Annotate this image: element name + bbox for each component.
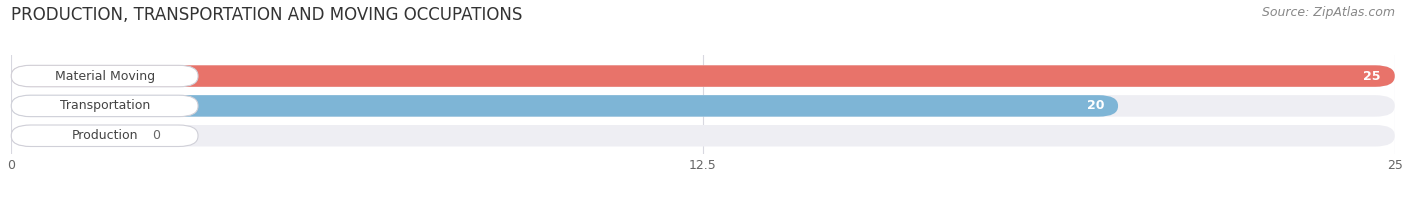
FancyBboxPatch shape bbox=[11, 95, 1395, 117]
FancyBboxPatch shape bbox=[11, 125, 136, 147]
Text: 20: 20 bbox=[1087, 99, 1104, 112]
Text: 25: 25 bbox=[1364, 70, 1381, 83]
Text: Source: ZipAtlas.com: Source: ZipAtlas.com bbox=[1261, 6, 1395, 19]
FancyBboxPatch shape bbox=[11, 65, 198, 87]
FancyBboxPatch shape bbox=[11, 65, 1395, 87]
FancyBboxPatch shape bbox=[11, 125, 198, 147]
FancyBboxPatch shape bbox=[11, 95, 1118, 117]
Text: Transportation: Transportation bbox=[59, 99, 150, 112]
FancyBboxPatch shape bbox=[11, 95, 198, 117]
Text: PRODUCTION, TRANSPORTATION AND MOVING OCCUPATIONS: PRODUCTION, TRANSPORTATION AND MOVING OC… bbox=[11, 6, 523, 24]
Text: 0: 0 bbox=[152, 129, 160, 142]
Text: Production: Production bbox=[72, 129, 138, 142]
FancyBboxPatch shape bbox=[11, 65, 1395, 87]
Text: Material Moving: Material Moving bbox=[55, 70, 155, 83]
FancyBboxPatch shape bbox=[11, 125, 1395, 147]
